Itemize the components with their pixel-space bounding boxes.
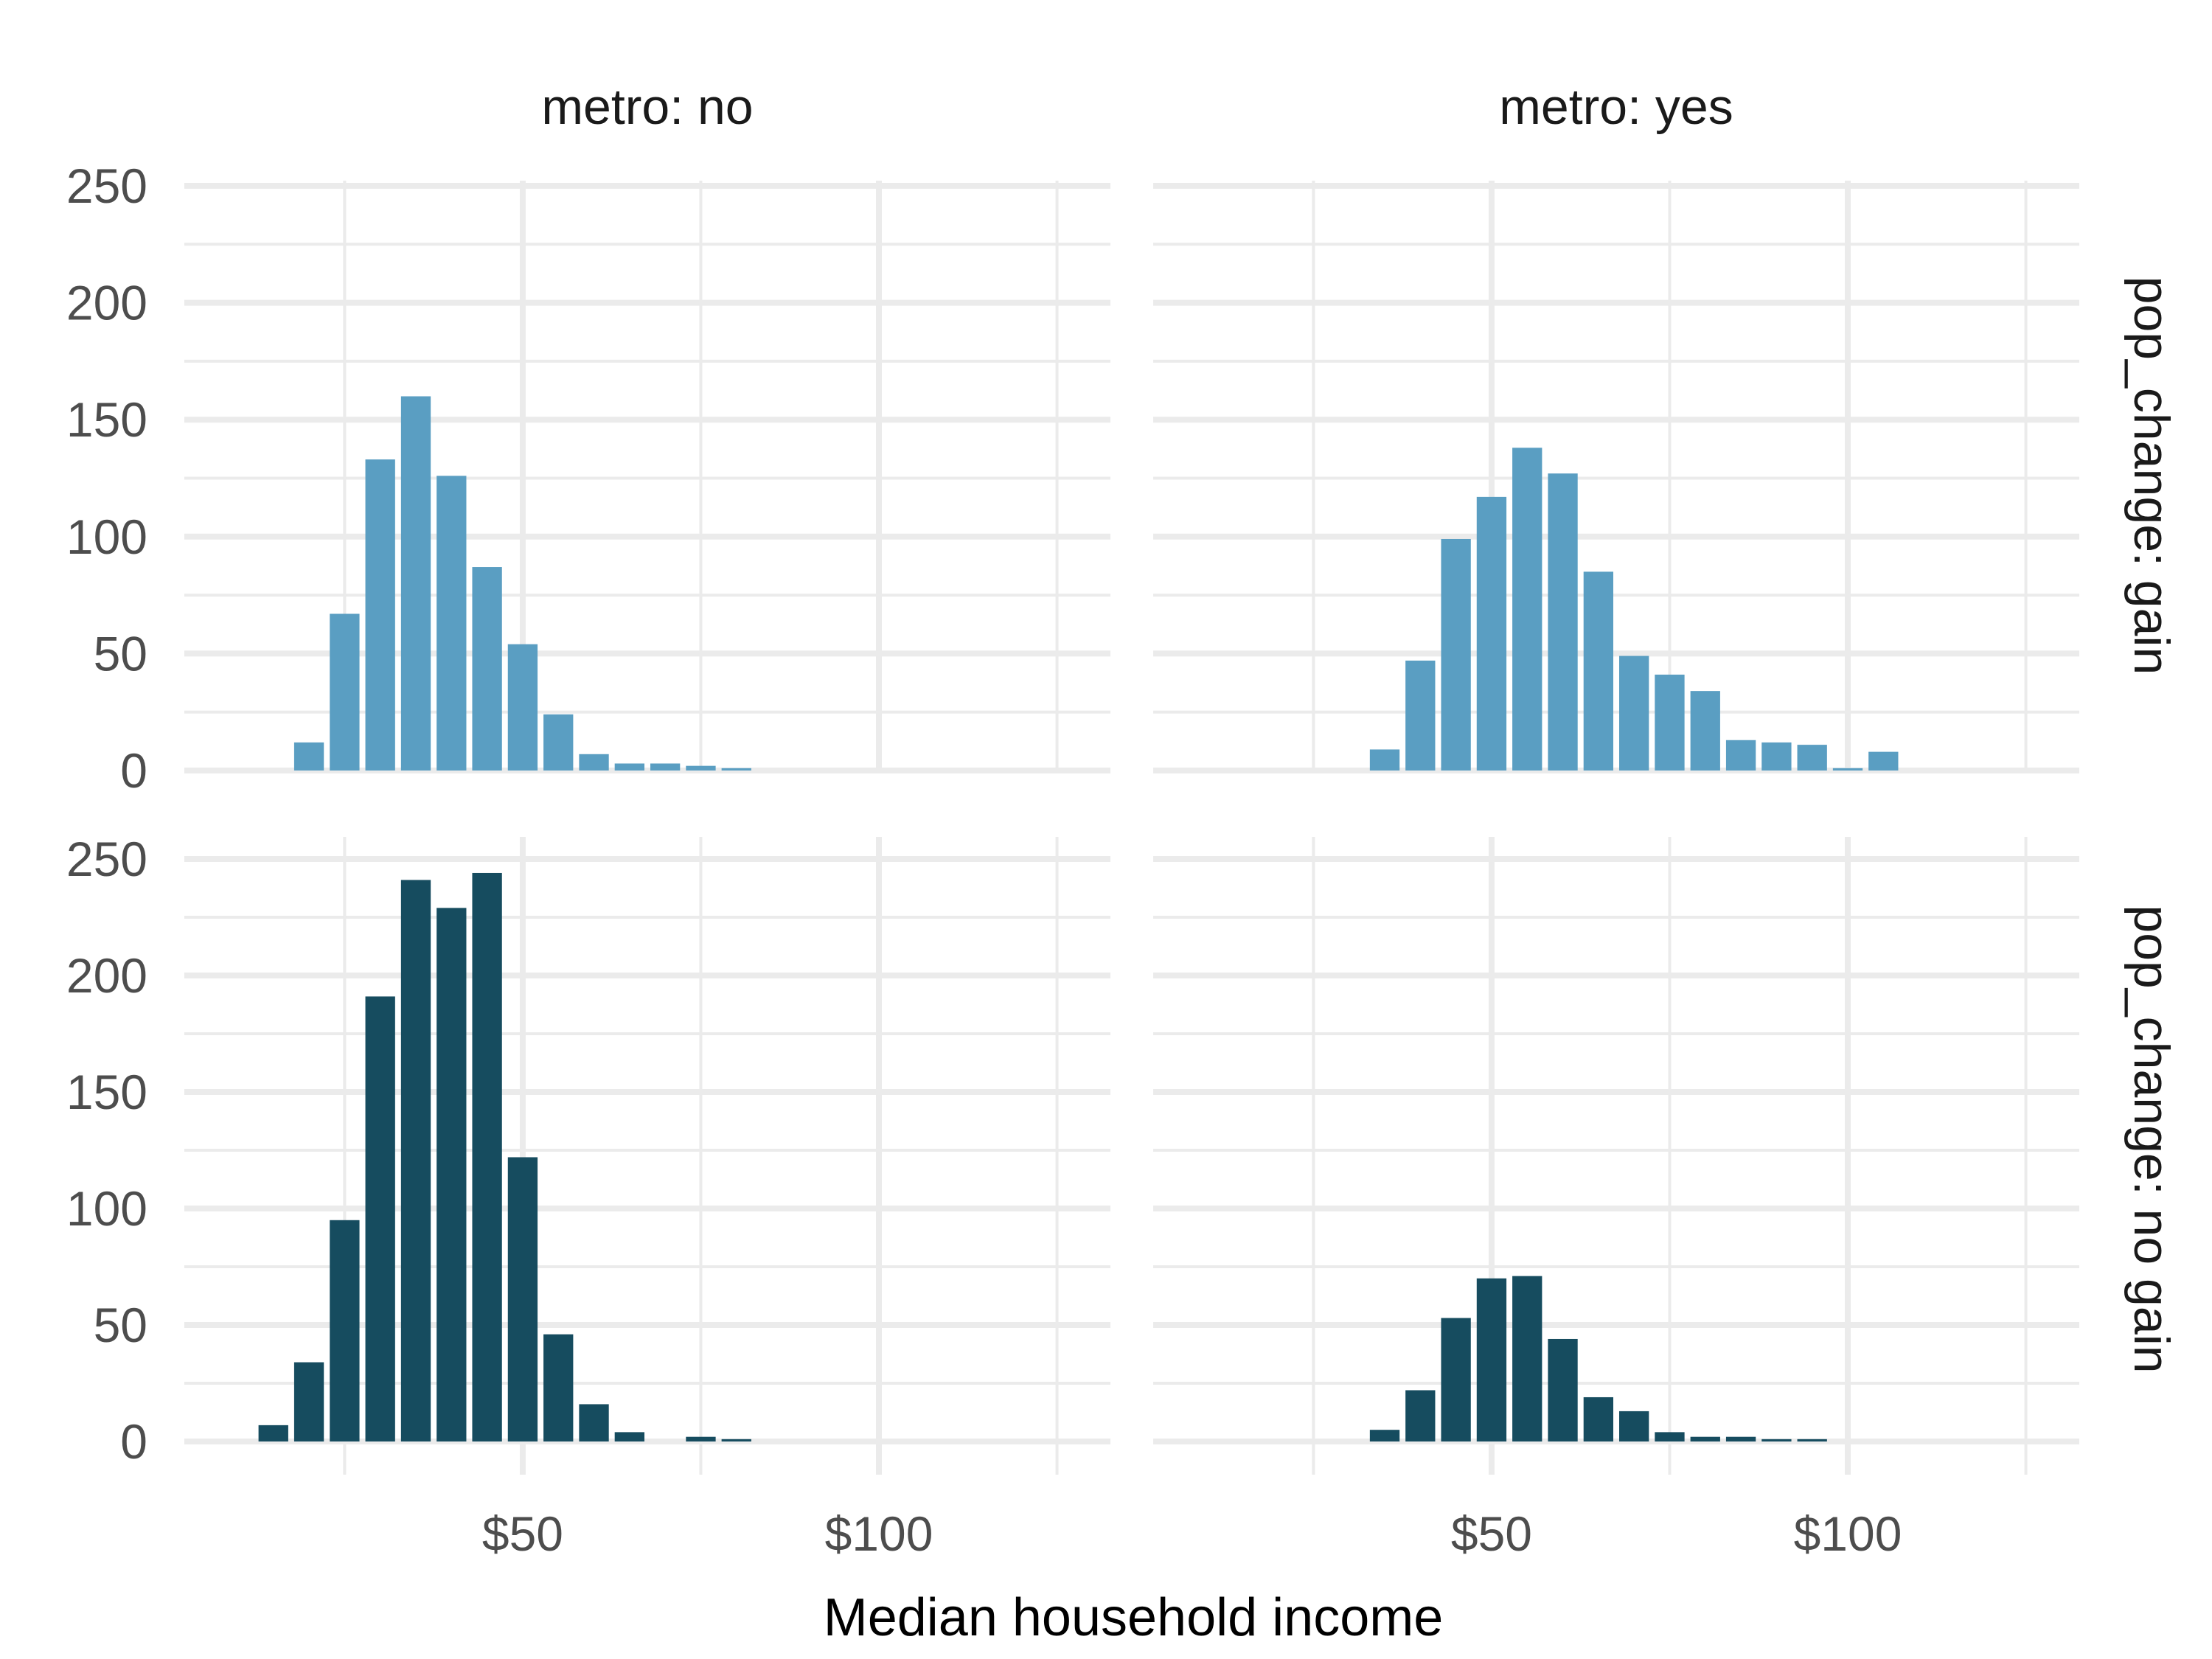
facet-panel	[1153, 181, 2079, 773]
x-tick-label: $50	[482, 1506, 563, 1561]
histogram-bar	[1512, 448, 1543, 771]
histogram-bar	[721, 768, 751, 771]
histogram-bar	[1512, 1276, 1543, 1441]
y-tick-label: 100	[66, 1181, 147, 1236]
histogram-bar	[614, 763, 644, 771]
histogram-bar	[365, 996, 395, 1441]
facet-column-label: metro: no	[541, 79, 753, 135]
histogram-bar	[721, 1439, 751, 1441]
histogram-bar	[1832, 768, 1863, 771]
histogram-bar	[1476, 1278, 1507, 1441]
facet-column-label: metro: yes	[1499, 79, 1733, 135]
histogram-bar	[1868, 751, 1899, 771]
histogram-bar	[400, 396, 431, 771]
histogram-bar	[1369, 749, 1400, 771]
histogram-bar	[293, 742, 324, 771]
histogram-bar	[1725, 740, 1756, 771]
histogram-bar	[686, 1436, 716, 1441]
histogram-bar	[330, 1220, 360, 1441]
y-tick-label: 0	[120, 743, 147, 798]
histogram-bar	[1441, 1318, 1471, 1441]
y-tick-label: 50	[94, 626, 147, 681]
histogram-bar	[437, 476, 467, 771]
panels-layer: metro: no metro: yes pop_change: gain pop_c…	[66, 79, 2180, 1561]
facet-panel	[184, 181, 1110, 773]
facet-row-label: pop_change: no gain	[2124, 905, 2180, 1373]
x-tick-label: $100	[1794, 1506, 1902, 1561]
histogram-bar	[293, 1362, 324, 1441]
histogram-bar	[1690, 1436, 1720, 1441]
histogram-bar	[400, 880, 431, 1441]
histogram-bar	[1441, 538, 1471, 771]
histogram-bar	[614, 1432, 644, 1441]
y-tick-label: 200	[66, 948, 147, 1003]
histogram-bar	[330, 613, 360, 771]
histogram-bar	[543, 1334, 574, 1441]
histogram-bar	[1725, 1436, 1756, 1441]
histogram-bar	[507, 1157, 538, 1441]
histogram-bar	[1369, 1430, 1400, 1441]
histogram-bar	[1690, 691, 1720, 771]
histogram-bar	[472, 872, 502, 1441]
x-axis-title: Median household income	[824, 1588, 1444, 1647]
histogram-bar	[365, 459, 395, 771]
y-tick-label: 50	[94, 1298, 147, 1352]
x-tick-label: $100	[825, 1506, 933, 1561]
histogram-bar	[1761, 1439, 1792, 1441]
histogram-bar	[1583, 1397, 1613, 1441]
histogram-bar	[579, 1404, 609, 1441]
facet-panel	[184, 837, 1110, 1475]
facet-row-label: pop_change: gain	[2124, 276, 2180, 675]
y-tick-label: 200	[66, 276, 147, 330]
histogram-bar	[543, 714, 574, 771]
histogram-bar	[1619, 1411, 1649, 1441]
histogram-bar	[1761, 742, 1792, 771]
histogram-bar	[258, 1425, 288, 1441]
x-tick-label: $50	[1451, 1506, 1532, 1561]
facet-panel	[1153, 837, 2079, 1475]
histogram-bar	[579, 754, 609, 771]
y-tick-label: 250	[66, 159, 147, 213]
histogram-bar	[1655, 1432, 1685, 1441]
y-tick-label: 0	[120, 1414, 147, 1469]
histogram-bar	[1548, 1338, 1578, 1441]
histogram-bar	[472, 567, 502, 771]
histogram-bar	[686, 765, 716, 771]
histogram-bar	[1405, 660, 1436, 771]
histogram-bar	[1583, 571, 1613, 771]
histogram-bar	[1405, 1390, 1436, 1441]
histogram-bar	[650, 763, 681, 771]
y-tick-label: 100	[66, 509, 147, 564]
y-tick-label: 150	[66, 392, 147, 447]
histogram-bar	[1476, 496, 1507, 771]
histogram-bar	[437, 908, 467, 1441]
histogram-bar	[1619, 655, 1649, 771]
histogram-bar	[1797, 1439, 1827, 1441]
histogram-bar	[1655, 674, 1685, 771]
histogram-bar	[1548, 473, 1578, 771]
histogram-bar	[507, 644, 538, 771]
histogram-bar	[1797, 745, 1827, 771]
y-tick-label: 150	[66, 1065, 147, 1119]
y-tick-label: 250	[66, 832, 147, 886]
